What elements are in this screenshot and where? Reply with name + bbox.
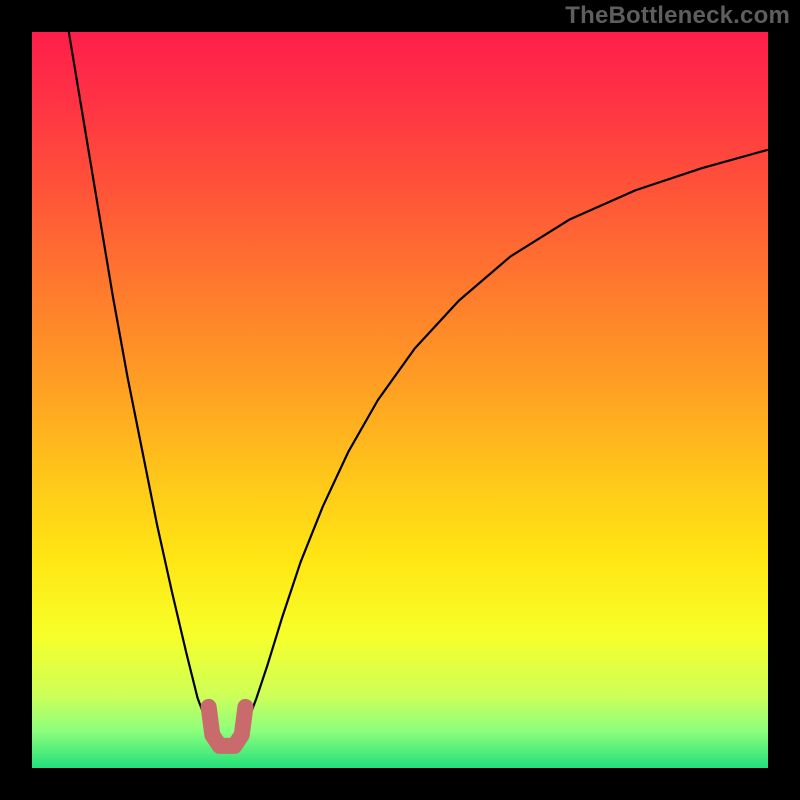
plot-area (32, 32, 768, 768)
chart-background (32, 32, 768, 768)
watermark-text: TheBottleneck.com (565, 2, 790, 30)
chart-frame: TheBottleneck.com (0, 0, 800, 800)
chart-svg (32, 32, 768, 768)
